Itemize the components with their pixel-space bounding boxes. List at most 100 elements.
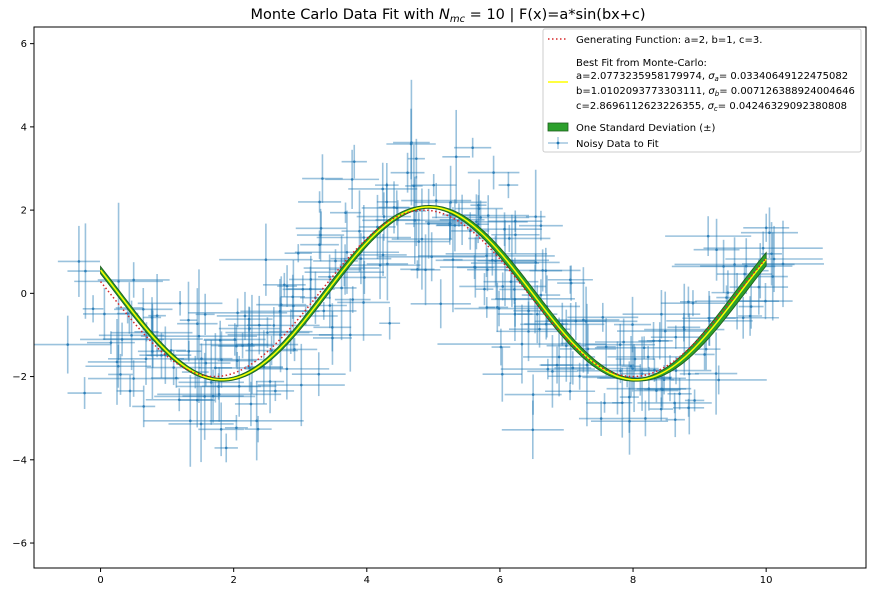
data-point	[471, 146, 474, 149]
data-point	[151, 350, 154, 353]
data-point	[668, 376, 672, 380]
data-point	[475, 220, 478, 224]
data-point	[781, 262, 785, 266]
data-point	[527, 309, 530, 313]
data-point	[126, 312, 129, 315]
std-dev-band-group	[100, 205, 767, 382]
data-point	[141, 308, 145, 311]
data-point	[764, 226, 768, 230]
legend-best-fit-header: Best Fit from Monte-Carlo:	[576, 58, 707, 69]
data-point	[420, 237, 424, 241]
data-point	[492, 171, 495, 174]
data-point	[706, 234, 710, 238]
data-point	[551, 370, 554, 373]
data-point	[496, 306, 499, 309]
data-point	[351, 298, 355, 301]
data-point	[322, 309, 326, 313]
data-point	[317, 372, 321, 376]
data-point	[243, 314, 247, 318]
data-point	[629, 364, 633, 368]
y-tick-label: −6	[12, 539, 27, 550]
sigma-b-subscript: b	[715, 90, 720, 98]
data-point	[658, 339, 662, 343]
data-point	[691, 301, 695, 305]
data-point	[661, 388, 664, 391]
legend-best-fit-b-value: b=1.0102093773303111,	[576, 86, 708, 97]
data-point	[172, 366, 175, 369]
data-point	[416, 268, 419, 271]
data-point	[189, 419, 192, 423]
data-point	[631, 367, 634, 370]
x-tick-label: 4	[364, 575, 370, 586]
data-point	[412, 184, 416, 188]
legend-std-dev-swatch	[547, 122, 569, 132]
data-point	[715, 248, 718, 252]
data-point	[270, 349, 273, 352]
data-point	[535, 312, 539, 316]
data-point	[410, 141, 413, 144]
data-point	[655, 389, 658, 392]
data-point	[413, 219, 417, 222]
data-point	[586, 347, 590, 351]
data-point	[673, 418, 677, 421]
data-point	[733, 263, 736, 266]
data-point	[285, 367, 289, 371]
data-point	[743, 272, 746, 276]
data-point	[128, 389, 132, 393]
data-point	[264, 258, 268, 262]
data-point	[578, 374, 581, 378]
data-point	[117, 280, 120, 283]
data-point	[557, 355, 561, 359]
data-point	[362, 301, 365, 304]
data-point	[309, 287, 312, 291]
data-point	[564, 344, 568, 348]
data-point	[555, 363, 559, 367]
data-point	[582, 318, 585, 322]
data-point	[209, 381, 213, 384]
data-point	[84, 269, 87, 273]
data-point	[247, 343, 251, 346]
data-point	[569, 281, 573, 285]
data-point	[499, 345, 503, 349]
data-point	[454, 155, 458, 159]
legend-best-fit-a-sigma: = 0.03340649122475082	[719, 71, 848, 82]
data-point	[382, 215, 386, 218]
data-point	[628, 395, 631, 399]
legend-std-dev-label: One Standard Deviation (±)	[576, 123, 716, 134]
data-point	[432, 183, 436, 187]
data-point	[541, 269, 544, 272]
data-point	[703, 353, 706, 356]
data-point	[477, 203, 480, 207]
legend-noisy-swatch	[548, 137, 568, 149]
data-point	[534, 215, 537, 218]
x-axis-ticks: 0 2 4 6 8 10	[97, 568, 773, 586]
data-point	[653, 368, 656, 372]
data-point	[514, 233, 517, 237]
data-point	[406, 171, 409, 175]
data-point	[568, 278, 572, 282]
data-point	[476, 222, 480, 226]
data-point	[631, 323, 634, 326]
data-point	[503, 227, 506, 231]
data-point	[291, 295, 295, 299]
data-point	[142, 405, 146, 408]
data-point	[722, 265, 725, 268]
data-point	[217, 385, 220, 388]
data-point	[257, 323, 261, 327]
data-point	[196, 322, 199, 326]
data-point	[546, 367, 550, 371]
data-point	[200, 357, 203, 361]
legend-generating-label: Generating Function: a=2, b=1, c=3.	[576, 35, 762, 46]
data-point	[296, 251, 300, 255]
data-point	[673, 401, 676, 405]
data-point	[640, 372, 644, 376]
legend-best-fit-c: c=2.8696112623226355, σc= 0.042463290923…	[576, 101, 847, 113]
data-point	[155, 314, 159, 317]
data-point	[345, 250, 349, 254]
data-point	[250, 343, 254, 346]
chart-title-symbol: N	[439, 7, 450, 23]
data-point	[584, 319, 588, 323]
sigma-a-symbol: σ	[708, 71, 715, 82]
x-tick-label: 6	[497, 575, 503, 586]
data-point	[574, 319, 578, 323]
